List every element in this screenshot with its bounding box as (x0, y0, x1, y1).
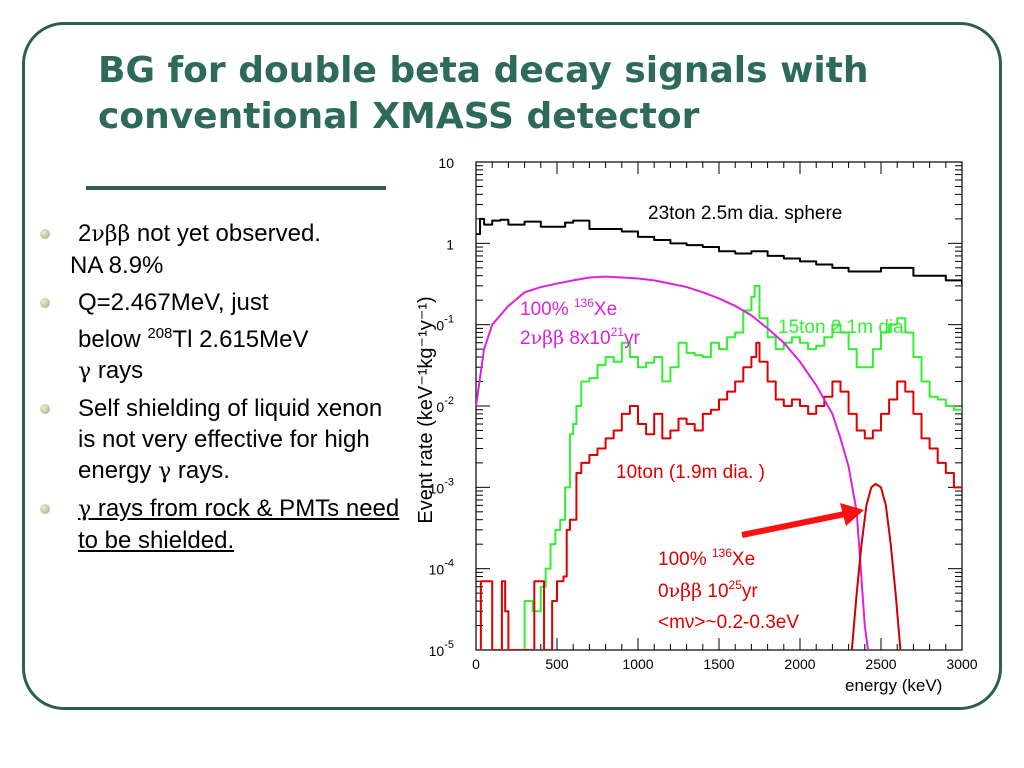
series-line-0 (476, 217, 962, 285)
bullet-greek: νββ (91, 222, 131, 247)
x-tick-label: 1000 (622, 656, 653, 672)
y-tick-label: 10 (438, 155, 454, 171)
bullet-text: rays (91, 357, 144, 384)
bullet-subline: NA 8.9% (40, 250, 400, 281)
title-underline-rule (86, 186, 386, 190)
bullet-text: not yet observed. (130, 220, 321, 247)
bullet-text: Self shielding of liquid xenon is not ve… (78, 395, 383, 484)
y-tick-label: 0-2 (436, 395, 454, 415)
slide-title: BG for double beta decay signals with co… (98, 48, 978, 140)
x-tick-label: 2000 (784, 656, 815, 672)
bullet-item: Q=2.467MeV, just below 208Tl 2.615MeV γ … (40, 287, 400, 387)
y-tick-label: 10-4 (429, 558, 454, 578)
slide-frame (22, 22, 1002, 710)
annotation-0nu-line1: 100% 136Xe (658, 546, 755, 570)
title-line-1: BG for double beta decay signals with (98, 50, 869, 91)
red-arrow-icon (741, 511, 846, 538)
bullet-greek: γ (78, 359, 92, 384)
bullet-superscript: 208 (147, 325, 173, 342)
annotation-0nu-line2: 0νββ 1025yr (658, 578, 758, 602)
bullet-dot-icon (40, 504, 50, 514)
bullet-item: γ rays from rock & PMTs need to be shiel… (40, 493, 400, 556)
annotation-2nu-line1: 100% 136Xe (520, 296, 617, 320)
annotation-sphere: 23ton 2.5m dia. sphere (648, 203, 842, 224)
x-tick-label: 0 (472, 656, 480, 672)
red-arrow-head-icon (840, 503, 864, 526)
annotation-10ton: 10ton (1.9m dia. ) (616, 462, 765, 483)
bullet-item: Self shielding of liquid xenon is not ve… (40, 393, 400, 487)
series-group (476, 217, 962, 650)
bullet-text: NA 8.9% (70, 252, 164, 279)
x-tick-label: 1500 (703, 656, 734, 672)
y-tick-label: 1 (446, 236, 454, 252)
y-tick-label: 10-3 (429, 476, 454, 496)
bullet-dot-icon (40, 298, 50, 308)
y-axis-label: Event rate (keV⁻¹kg⁻¹y⁻¹) (415, 296, 437, 523)
axes-group: 0 500 1000 1500 2000 2500 3000 10 1 0-1 0-2 10-3 10-… (429, 155, 978, 672)
annotation-15ton: 15ton 2.1m dia. (778, 317, 909, 338)
bullet-text: Tl 2.615MeV (172, 326, 309, 353)
bullet-text: below (78, 326, 148, 353)
bullet-greek: γ (158, 459, 172, 484)
bullet-text: rays. (171, 457, 230, 484)
bullet-dot-icon (40, 229, 50, 239)
series-line-2 (479, 341, 962, 650)
x-tick-label: 500 (545, 656, 569, 672)
x-axis-label: energy (keV) (845, 676, 942, 695)
series-line-3 (476, 275, 870, 650)
series-line-4 (850, 482, 902, 650)
bullet-list: 2νββ not yet observed. NA 8.9% Q=2.467Me… (40, 218, 400, 562)
annotation-2nu-line2: 2νββ 8x1021yr (520, 325, 640, 349)
bullet-greek: γ (78, 497, 92, 522)
bullet-text: Q=2.467MeV, just (78, 289, 269, 316)
y-tick-label: 10-5 (429, 639, 454, 659)
annotation-0nu-line3: <mν>~0.2-0.3eV (658, 612, 799, 633)
bullet-text: 2 (78, 220, 92, 247)
title-line-2: conventional XMASS detector (98, 96, 700, 137)
x-tick-label: 2500 (865, 656, 896, 672)
bullet-item: 2νββ not yet observed. (40, 218, 400, 250)
x-tick-label: 3000 (946, 656, 977, 672)
y-tick-label: 0-1 (436, 314, 454, 334)
series-line-1 (521, 284, 962, 650)
bullet-dot-icon (40, 404, 50, 414)
bullet-text: rays from rock & PMTs need to be shielde… (78, 495, 400, 554)
